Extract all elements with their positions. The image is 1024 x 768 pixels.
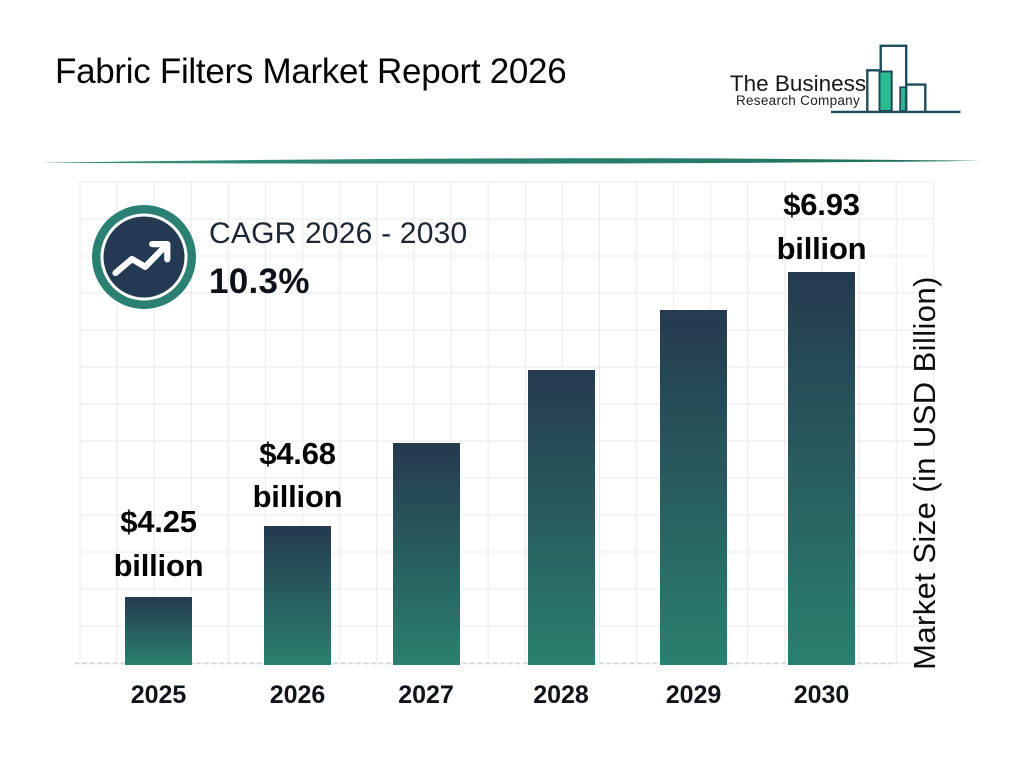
x-tick-label-2027: 2027: [398, 681, 454, 709]
x-tick-label-2028: 2028: [533, 681, 589, 709]
bar-2029: [660, 309, 727, 665]
x-tick-label-2030: 2030: [793, 681, 850, 709]
x-tick-label-2026: 2026: [269, 681, 326, 709]
bar-2025: [125, 597, 192, 665]
brand-name: The Business: [729, 71, 867, 96]
bar-2026: [264, 525, 331, 665]
brand-logo: The Business Research Company: [712, 38, 972, 122]
cagr-period-label: CAGR 2026 - 2030: [209, 217, 468, 250]
divider-swoosh: [40, 158, 982, 164]
value-label-2030: $6.93 billion: [776, 187, 867, 266]
bar-2030: [788, 272, 855, 665]
bar-2027: [392, 442, 460, 665]
brand-subname: Research Company: [735, 93, 861, 108]
x-tick-label-2025: 2025: [130, 681, 187, 709]
value-label-2025: $4.25 billion: [113, 504, 204, 583]
bar-2028: [527, 369, 595, 665]
trending-up-icon: [92, 205, 196, 309]
value-label-2026: $4.68 billion: [252, 435, 343, 515]
y-axis-title: Market Size (in USD Billion): [907, 276, 942, 670]
bar-chart-skyline-icon: [831, 44, 961, 114]
cagr-value: 10.3%: [209, 262, 310, 301]
x-tick-label-2029: 2029: [665, 681, 722, 709]
page-title: Fabric Filters Market Report 2026: [55, 52, 567, 91]
